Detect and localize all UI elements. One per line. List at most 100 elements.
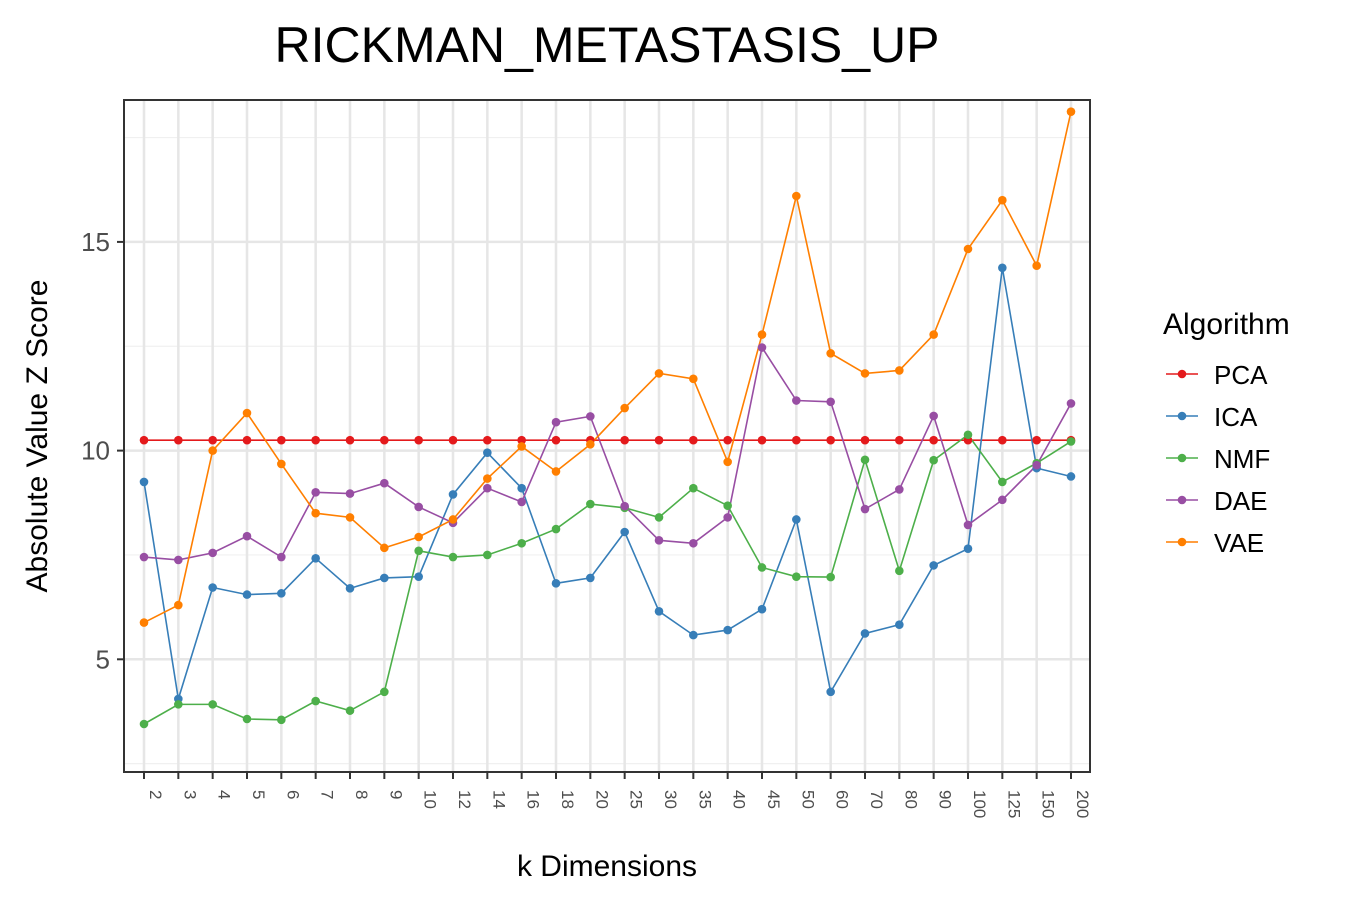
series-line-ica [143,267,1072,700]
grid-lines [124,100,1090,772]
legend-label-dae: DAE [1214,486,1267,516]
legend-label-ica: ICA [1214,402,1258,432]
point-pca [723,435,732,445]
point-ica [311,553,320,563]
point-ica [139,477,149,487]
point-ica [414,572,423,581]
point-ica [277,589,286,598]
x-tick-label: 20 [592,790,611,809]
series-lines [143,111,1072,725]
point-vae [311,508,320,518]
x-tick-label: 4 [215,790,234,799]
point-pca [277,435,286,445]
x-tick-label: 12 [455,790,474,809]
point-nmf [929,455,938,465]
point-dae [311,488,320,497]
point-ica [963,544,973,553]
point-dae [551,417,561,427]
x-tick-label: 2 [146,790,165,799]
point-dae [826,397,835,407]
point-nmf [654,513,664,522]
point-vae [620,403,629,413]
point-ica [826,687,835,697]
point-dae [723,513,732,522]
point-dae [1032,460,1041,470]
y-tick-label: 10 [81,436,110,466]
point-ica [792,515,801,524]
legend-title: Algorithm [1163,308,1290,341]
x-tick-label: 70 [867,790,886,809]
legend-point-ica [1177,411,1187,421]
point-nmf [792,572,801,581]
point-nmf [895,566,904,576]
point-nmf [277,715,286,725]
legend: Algorithm PCA ICA NMF DAE VAE [1163,308,1290,558]
point-nmf [689,483,698,493]
point-vae [792,191,801,201]
x-tick-label: 40 [730,790,749,809]
point-vae [448,515,458,524]
point-ica [586,573,595,583]
point-dae [208,548,217,558]
point-dae [483,483,492,493]
point-ica [517,483,526,493]
point-ica [483,448,492,457]
point-dae [998,495,1007,505]
x-tick-label: 100 [970,790,989,818]
point-nmf [860,455,870,465]
point-nmf [551,524,561,534]
series-line-dae [143,345,1072,561]
point-pca [208,435,217,445]
point-pca [311,435,320,445]
point-dae [586,412,595,421]
point-pca [929,435,938,445]
point-vae [208,446,217,455]
point-vae [277,459,286,469]
point-ica [689,630,698,640]
point-vae [826,349,835,358]
series-line-nmf [143,433,1072,725]
x-axis: 2 3 4 5 6 7 8 9 10 12 14 16 18 20 25 30 35 40 45 50 60 70 80 90… [143,772,1092,818]
point-pca [895,435,904,445]
point-nmf [242,714,252,724]
point-vae [654,369,664,378]
x-tick-label: 8 [352,790,371,799]
point-vae [689,374,698,384]
point-nmf [586,499,595,509]
series-line-vae [143,111,1072,624]
x-tick-label: 30 [661,790,680,809]
x-tick-label: 14 [489,790,508,809]
point-nmf [345,706,355,715]
legend-label-nmf: NMF [1214,444,1270,474]
x-tick-label: 150 [1039,790,1058,818]
point-dae [792,396,801,405]
point-ica [345,584,355,593]
point-pca [174,435,183,445]
point-ica [551,579,561,588]
point-nmf [757,563,767,572]
point-dae [929,411,938,421]
point-nmf [311,696,320,706]
point-dae [963,520,973,530]
point-pca [345,435,355,445]
point-vae [723,457,732,467]
x-tick-label: 3 [180,790,199,799]
chart-title: RICKMAN_METASTASIS_UP [275,17,940,73]
point-ica [929,561,938,570]
point-ica [654,607,664,616]
x-tick-label: 18 [558,790,577,809]
point-nmf [139,719,149,729]
legend-label-vae: VAE [1214,528,1264,558]
point-dae [345,489,355,498]
point-vae [963,244,973,254]
point-dae [620,501,629,511]
point-nmf [1066,437,1076,446]
point-dae [380,478,389,488]
x-tick-label: 10 [421,790,440,809]
x-tick-label: 50 [798,790,817,809]
point-pca [860,435,870,445]
point-dae [689,538,698,548]
point-ica [448,490,458,499]
point-nmf [723,501,732,511]
